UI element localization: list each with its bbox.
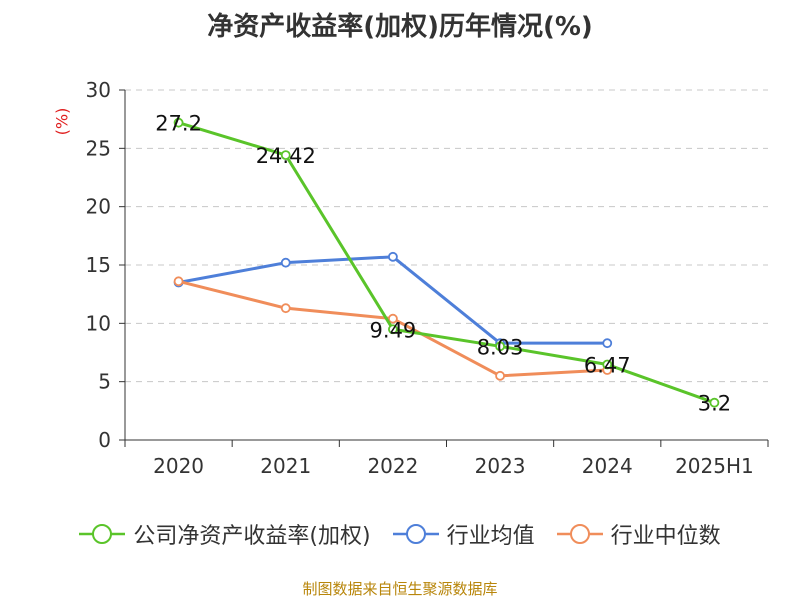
data-label: 3.2 (698, 392, 731, 416)
legend-marker-icon (392, 524, 439, 544)
chart-title: 净资产收益率(加权)历年情况(%) (207, 12, 593, 42)
x-tick-label: 2020 (153, 454, 204, 478)
data-point (709, 397, 720, 408)
data-point (602, 359, 613, 370)
y-tick-label: 25 (86, 136, 111, 160)
data-point (495, 370, 505, 381)
x-tick-label: 2024 (582, 454, 633, 478)
x-tick-label: 2022 (367, 454, 418, 478)
data-point (602, 338, 613, 349)
data-point (173, 276, 184, 287)
data-point (388, 251, 398, 262)
y-tick-label: 10 (86, 311, 111, 335)
data-point (388, 313, 398, 324)
legend-item[interactable]: 行业中位数 (556, 518, 721, 550)
x-tick-label: 2023 (475, 454, 526, 478)
y-tick-label: 15 (86, 253, 111, 277)
x-tick-label: 2021 (260, 454, 311, 478)
legend-label: 公司净资产收益率(加权) (133, 524, 371, 549)
data-label: 6.47 (584, 354, 631, 378)
data-source-note: 制图数据来自恒生聚源数据库 (302, 580, 498, 598)
data-label: 9.49 (370, 318, 417, 342)
legend-marker-icon (556, 524, 603, 544)
series-line-0 (178, 121, 715, 405)
data-point (173, 117, 184, 128)
data-label: 8.03 (477, 335, 524, 359)
chart-legend: 公司净资产收益率(加权) 行业均值 行业中位数 (0, 518, 800, 550)
data-point (495, 341, 505, 352)
legend-item[interactable]: 行业均值 (392, 518, 535, 550)
legend-item[interactable]: 公司净资产收益率(加权) (79, 518, 371, 550)
data-point (280, 257, 291, 268)
y-tick-label: 30 (86, 78, 111, 102)
legend-label: 行业中位数 (610, 524, 721, 549)
legend-label: 行业均值 (446, 524, 535, 549)
data-label: 27.2 (155, 112, 202, 136)
y-tick-label: 20 (86, 195, 111, 219)
data-point (280, 303, 291, 314)
legend-marker-icon (79, 524, 126, 544)
x-tick-label: 2025H1 (675, 454, 754, 478)
y-tick-label: 0 (98, 428, 111, 452)
data-point (280, 150, 291, 161)
data-label: 24.42 (256, 144, 316, 168)
y-tick-label: 5 (98, 370, 111, 394)
data-point (388, 324, 398, 335)
